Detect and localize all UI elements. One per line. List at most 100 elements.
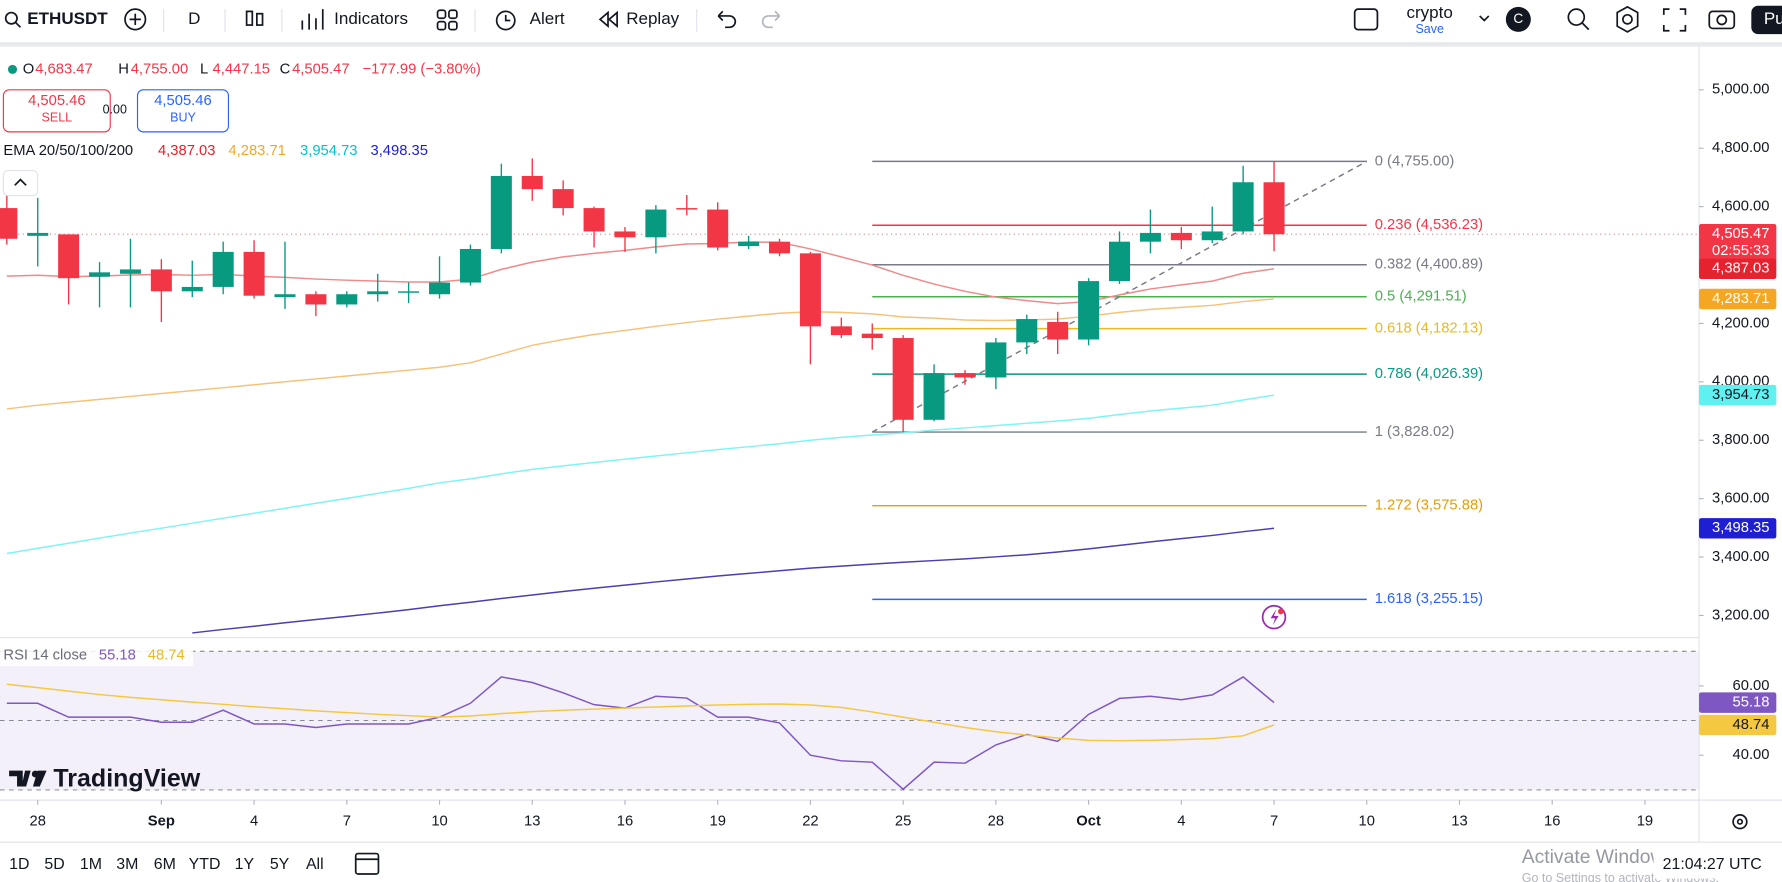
x-tick-label: 19 xyxy=(709,814,725,830)
x-tick-label: 4 xyxy=(1177,814,1185,830)
layout-name[interactable]: crypto xyxy=(1406,3,1452,22)
candle-body xyxy=(861,333,883,339)
publish-label: Pu xyxy=(1764,9,1782,28)
last-price: 4,505.47 xyxy=(1712,226,1769,242)
range-button[interactable]: 5D xyxy=(44,856,64,873)
fib-label: 0.786 (4,026.39) xyxy=(1375,366,1483,382)
y-tick-label: 4,200.00 xyxy=(1712,315,1769,331)
settings-button[interactable] xyxy=(1616,5,1639,33)
x-tick-label: 10 xyxy=(431,814,447,830)
layout-menu[interactable] xyxy=(1479,15,1490,22)
ema-value: 3,954.73 xyxy=(300,143,357,159)
grid-icon xyxy=(448,20,458,31)
grid-icon xyxy=(436,20,447,31)
buy-button[interactable] xyxy=(136,89,230,133)
grid-icon xyxy=(436,9,447,20)
add-symbol[interactable] xyxy=(124,8,147,31)
candle-body xyxy=(459,248,481,283)
x-tick-label: Sep xyxy=(148,814,175,830)
candle-body xyxy=(119,269,141,274)
range-button[interactable]: All xyxy=(306,856,324,873)
candle-body xyxy=(1170,232,1192,241)
axis-settings-icon xyxy=(1736,818,1744,825)
candle-body xyxy=(799,253,821,327)
price-tag xyxy=(1699,518,1777,539)
range-bar: 1D 5D 1M 3M 6M YTD 1Y 5Y All xyxy=(9,856,324,873)
replay-button[interactable]: Replay xyxy=(626,9,679,28)
chart-type-button[interactable] xyxy=(245,10,264,26)
x-tick-label: 22 xyxy=(802,814,818,830)
candle-body xyxy=(305,294,327,305)
indicators-button[interactable]: Indicators xyxy=(334,9,408,28)
candle-body xyxy=(614,231,636,238)
save-label[interactable]: Save xyxy=(1415,22,1444,36)
redo-button[interactable] xyxy=(761,10,781,29)
avatar[interactable] xyxy=(1505,6,1531,32)
range-button[interactable]: 5Y xyxy=(270,856,290,873)
event-icon xyxy=(1270,609,1279,626)
goto-date[interactable] xyxy=(354,852,380,875)
y-tick-label: 40.00 xyxy=(1733,747,1770,763)
x-tick-label: Oct xyxy=(1076,814,1101,830)
last-price-box xyxy=(1699,224,1777,262)
layouts-button[interactable] xyxy=(436,9,458,31)
x-tick-label: 10 xyxy=(1359,814,1375,830)
snapshot-button[interactable] xyxy=(1708,10,1736,30)
candle-body xyxy=(274,294,296,298)
fib-label: 1.272 (3,575.88) xyxy=(1375,498,1483,514)
candle-body xyxy=(1139,232,1161,242)
range-button[interactable]: 1Y xyxy=(235,856,255,873)
change: −177.99 (−3.80%) xyxy=(363,61,481,77)
price-tag-label: 4,387.03 xyxy=(1712,261,1769,277)
sell-button[interactable] xyxy=(2,89,111,133)
fib-label: 0 (4,755.00) xyxy=(1375,153,1455,169)
x-tick-label: 25 xyxy=(895,814,911,830)
candle-body xyxy=(923,373,945,420)
market-status xyxy=(7,64,18,74)
candle-body xyxy=(1232,182,1254,232)
quick-search[interactable] xyxy=(1567,8,1586,26)
fib-label: 1 (3,828.02) xyxy=(1375,424,1455,440)
x-tick-label: 4 xyxy=(250,814,258,830)
y-tick-label: 5,000.00 xyxy=(1712,82,1769,98)
alert-button[interactable]: Alert xyxy=(530,9,565,28)
symbol-search[interactable]: ETHUSDT xyxy=(4,9,109,28)
windows-notice: Activate Windows xyxy=(1522,847,1674,868)
fib-label: 0.236 (4,536.23) xyxy=(1375,217,1483,233)
range-button[interactable]: 3M xyxy=(116,856,138,873)
logo xyxy=(9,770,31,787)
price-tag xyxy=(1699,258,1777,280)
ohlc-value: 4,755.00 xyxy=(131,61,188,77)
candle-body xyxy=(367,291,389,295)
candle-layer xyxy=(0,158,1285,433)
interval[interactable]: D xyxy=(188,9,200,28)
range-button[interactable]: 1M xyxy=(80,856,102,873)
candle-body xyxy=(336,294,358,305)
symbol[interactable]: ETHUSDT xyxy=(27,9,108,28)
price-tag xyxy=(1699,288,1777,310)
layout-icon[interactable] xyxy=(1353,8,1379,31)
candle-body xyxy=(1078,281,1100,340)
quick-search-icon xyxy=(1581,22,1590,31)
x-tick-label: 7 xyxy=(343,814,351,830)
ema-value: 4,387.03 xyxy=(158,143,215,159)
candle-body xyxy=(0,208,18,239)
ema-value: 3,498.35 xyxy=(370,143,427,159)
publish-button[interactable] xyxy=(1751,5,1782,35)
candle-body xyxy=(89,272,111,277)
y-tick-label: 3,200.00 xyxy=(1712,607,1769,623)
collapse-icon xyxy=(14,178,27,186)
range-button[interactable]: YTD xyxy=(189,856,221,873)
candle-body xyxy=(1016,319,1038,343)
axis-settings[interactable] xyxy=(1732,814,1748,830)
collapse-legend[interactable] xyxy=(2,169,39,197)
x-tick-label: 28 xyxy=(988,814,1004,830)
range-button[interactable]: 1D xyxy=(9,856,29,873)
range-button[interactable]: 6M xyxy=(154,856,176,873)
fullscreen-button[interactable] xyxy=(1662,8,1687,32)
candle-body xyxy=(243,251,265,296)
ohlc-value: 4,683.47 xyxy=(35,61,92,77)
undo-button[interactable] xyxy=(717,10,737,29)
candle-icon xyxy=(245,10,254,26)
